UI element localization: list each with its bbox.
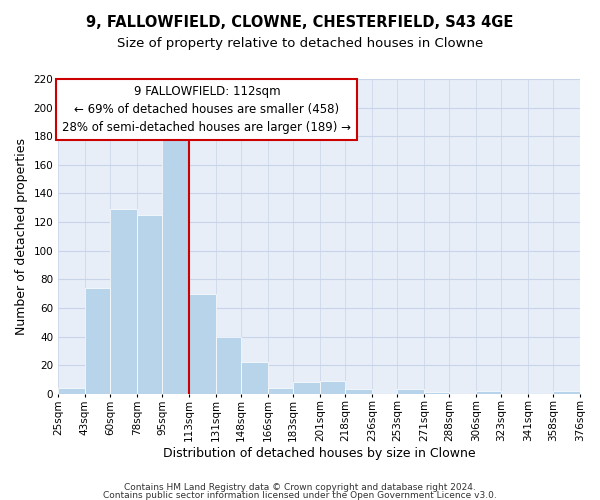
Text: Size of property relative to detached houses in Clowne: Size of property relative to detached ho… — [117, 38, 483, 51]
Bar — [241, 362, 268, 394]
Bar — [397, 390, 424, 394]
Bar — [216, 336, 241, 394]
Bar — [137, 215, 162, 394]
Bar — [58, 388, 85, 394]
Bar — [189, 294, 215, 394]
Bar — [293, 382, 320, 394]
Y-axis label: Number of detached properties: Number of detached properties — [15, 138, 28, 335]
Bar — [268, 388, 293, 394]
Bar — [85, 288, 110, 394]
Text: Contains public sector information licensed under the Open Government Licence v3: Contains public sector information licen… — [103, 492, 497, 500]
Bar — [345, 390, 372, 394]
Bar — [553, 391, 580, 394]
Bar — [110, 209, 137, 394]
Bar — [424, 392, 449, 394]
Text: Contains HM Land Registry data © Crown copyright and database right 2024.: Contains HM Land Registry data © Crown c… — [124, 483, 476, 492]
Text: 9, FALLOWFIELD, CLOWNE, CHESTERFIELD, S43 4GE: 9, FALLOWFIELD, CLOWNE, CHESTERFIELD, S4… — [86, 15, 514, 30]
Bar — [320, 381, 345, 394]
Bar — [476, 391, 501, 394]
X-axis label: Distribution of detached houses by size in Clowne: Distribution of detached houses by size … — [163, 447, 475, 460]
Bar — [163, 136, 189, 394]
Text: 9 FALLOWFIELD: 112sqm
← 69% of detached houses are smaller (458)
28% of semi-det: 9 FALLOWFIELD: 112sqm ← 69% of detached … — [62, 86, 352, 134]
